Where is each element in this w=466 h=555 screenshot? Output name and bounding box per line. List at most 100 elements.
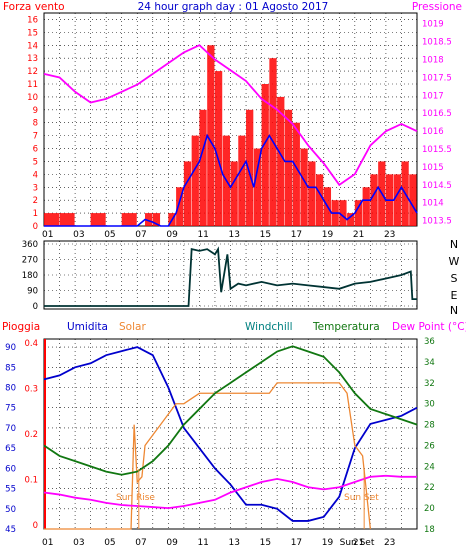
wind-gust-bar [347,213,355,226]
x-hour-tick-label: 13 [229,538,240,548]
wind-gust-bar [284,109,293,226]
temperature-line [43,345,418,476]
pressure-tick-label: 1014 [422,199,444,209]
temperature-tick-label: 20 [424,504,435,514]
direction-tick-label: 180 [22,271,38,281]
rain-tick-label: 0.1 [24,476,38,486]
wind-gust-bar [393,174,401,226]
humidity-tick-label: 85 [5,363,16,373]
sun-set-label: Sun Set [344,493,379,503]
x-hour-tick-label: 23 [384,538,395,548]
wind-speed-tick-label: 15 [27,28,38,38]
temperature-tick-label: 34 [424,358,435,368]
temperature-tick-label: 36 [424,337,435,347]
direction-tick-label: 90 [27,287,38,297]
temperature-tick-label: 22 [424,483,435,493]
dewpoint-line [43,474,417,510]
compass-n-top: N [450,238,458,251]
x-hour-tick-label: 01 [42,538,53,548]
wind-gust-bar [315,174,324,226]
wind-gust-bar [152,213,161,226]
x-hour-tick-label: 15 [260,538,271,548]
wind-gust-bar [339,200,347,226]
wind-gust-bar [214,71,223,226]
wind-gust-bar [230,161,238,226]
direction-tick-label: 0 [33,302,38,312]
pressure-tick-label: 1019 [422,20,444,30]
temperature-tick-label: 32 [424,379,435,389]
grid-lines [44,13,417,530]
temperature-tick-label: 30 [424,400,435,410]
pressure-tick-label: 1018.5 [422,38,452,48]
legend-dewpoint: Dew Point (°C) [392,321,466,333]
wind-gust-bar [90,213,106,226]
x-hour-tick-label: 19 [322,230,334,240]
temperature-tick-label: 28 [424,421,435,431]
pressure-tick-label: 1015 [422,163,444,173]
wind-speed-tick-label: 10 [27,93,38,103]
pressure-axis-label: Pressione [412,1,462,13]
temperature-tick-label: 24 [424,462,435,472]
humidity-tick-label: 60 [5,464,16,474]
wind-speed-tick-label: 16 [27,15,38,25]
compass-s: S [451,272,458,285]
compass-n-bottom: N [450,304,458,317]
x-hour-tick-label: 19 [322,538,334,548]
wind-speed-tick-label: 13 [27,54,38,64]
wind-speed-tick-label: 1 [33,209,38,219]
x-hour-tick-label: 23 [384,230,395,240]
chart-title: 24 hour graph day : 01 Agosto 2017 [138,1,329,13]
pressure-tick-label: 1016 [422,127,444,137]
tick-labels: 0101030305050707090911111313151517171919… [5,15,452,548]
wind-gust-bar [44,213,60,226]
pressure-tick-label: 1013.5 [422,217,452,227]
wind-direction-line [44,246,417,307]
x-hour-tick-label: 13 [229,230,240,240]
pressure-tick-label: 1016.5 [422,109,452,119]
wind-speed-tick-label: 12 [27,67,38,77]
humidity-tick-label: 45 [5,525,16,535]
wind-speed-tick-label: 14 [27,41,38,51]
wind-speed-tick-label: 3 [33,183,38,193]
wind-gust-bar [362,187,370,226]
humidity-tick-label: 65 [5,444,16,454]
x-hour-tick-label: 05 [104,230,115,240]
wind-speed-tick-label: 8 [33,119,38,129]
x-hour-tick-label: 01 [42,230,53,240]
wind-gust-bar [292,122,300,226]
x-hour-tick-label: 21 [353,538,364,548]
pressure-line [43,44,418,187]
rain-tick-label: 0.4 [24,339,38,349]
humidity-tick-label: 55 [5,485,16,495]
wind-gust-bar [277,96,285,226]
legend-pioggia: Pioggia [2,321,40,333]
direction-plot-frame [43,240,418,310]
legend-windchill: Windchill [245,321,293,333]
temperature-tick-label: 18 [424,525,435,535]
solar-line [44,382,372,530]
wind-gust-bar [121,213,137,226]
wind-gust-bar [308,161,316,226]
wind-gust-bar [261,84,269,226]
wind-average-line [44,133,418,227]
x-hour-tick-label: 17 [291,230,302,240]
sun-rise-label: Sun Rise [116,493,155,503]
wind-speed-tick-label: 11 [27,80,38,90]
legend-umidita: Umidita [67,321,108,333]
wind-gust-bar [59,213,75,226]
wind-gust-bar [354,200,363,226]
wind-speed-tick-label: 5 [33,157,38,167]
rain-tick-label: 0.3 [24,385,38,395]
wind-gust-bar [370,174,378,226]
wind-speed-tick-label: 9 [33,106,38,116]
humidity-tick-label: 70 [5,424,16,434]
direction-tick-label: 270 [22,256,38,266]
legend-solar: Solar [119,321,146,333]
wind-gust-bar [199,109,207,226]
wind-gust-bar [246,109,254,226]
x-hour-tick-label: 21 [353,230,364,240]
wind-gust-bar [409,174,417,226]
x-hour-tick-label: 09 [166,230,178,240]
x-hour-tick-label: 09 [166,538,178,548]
